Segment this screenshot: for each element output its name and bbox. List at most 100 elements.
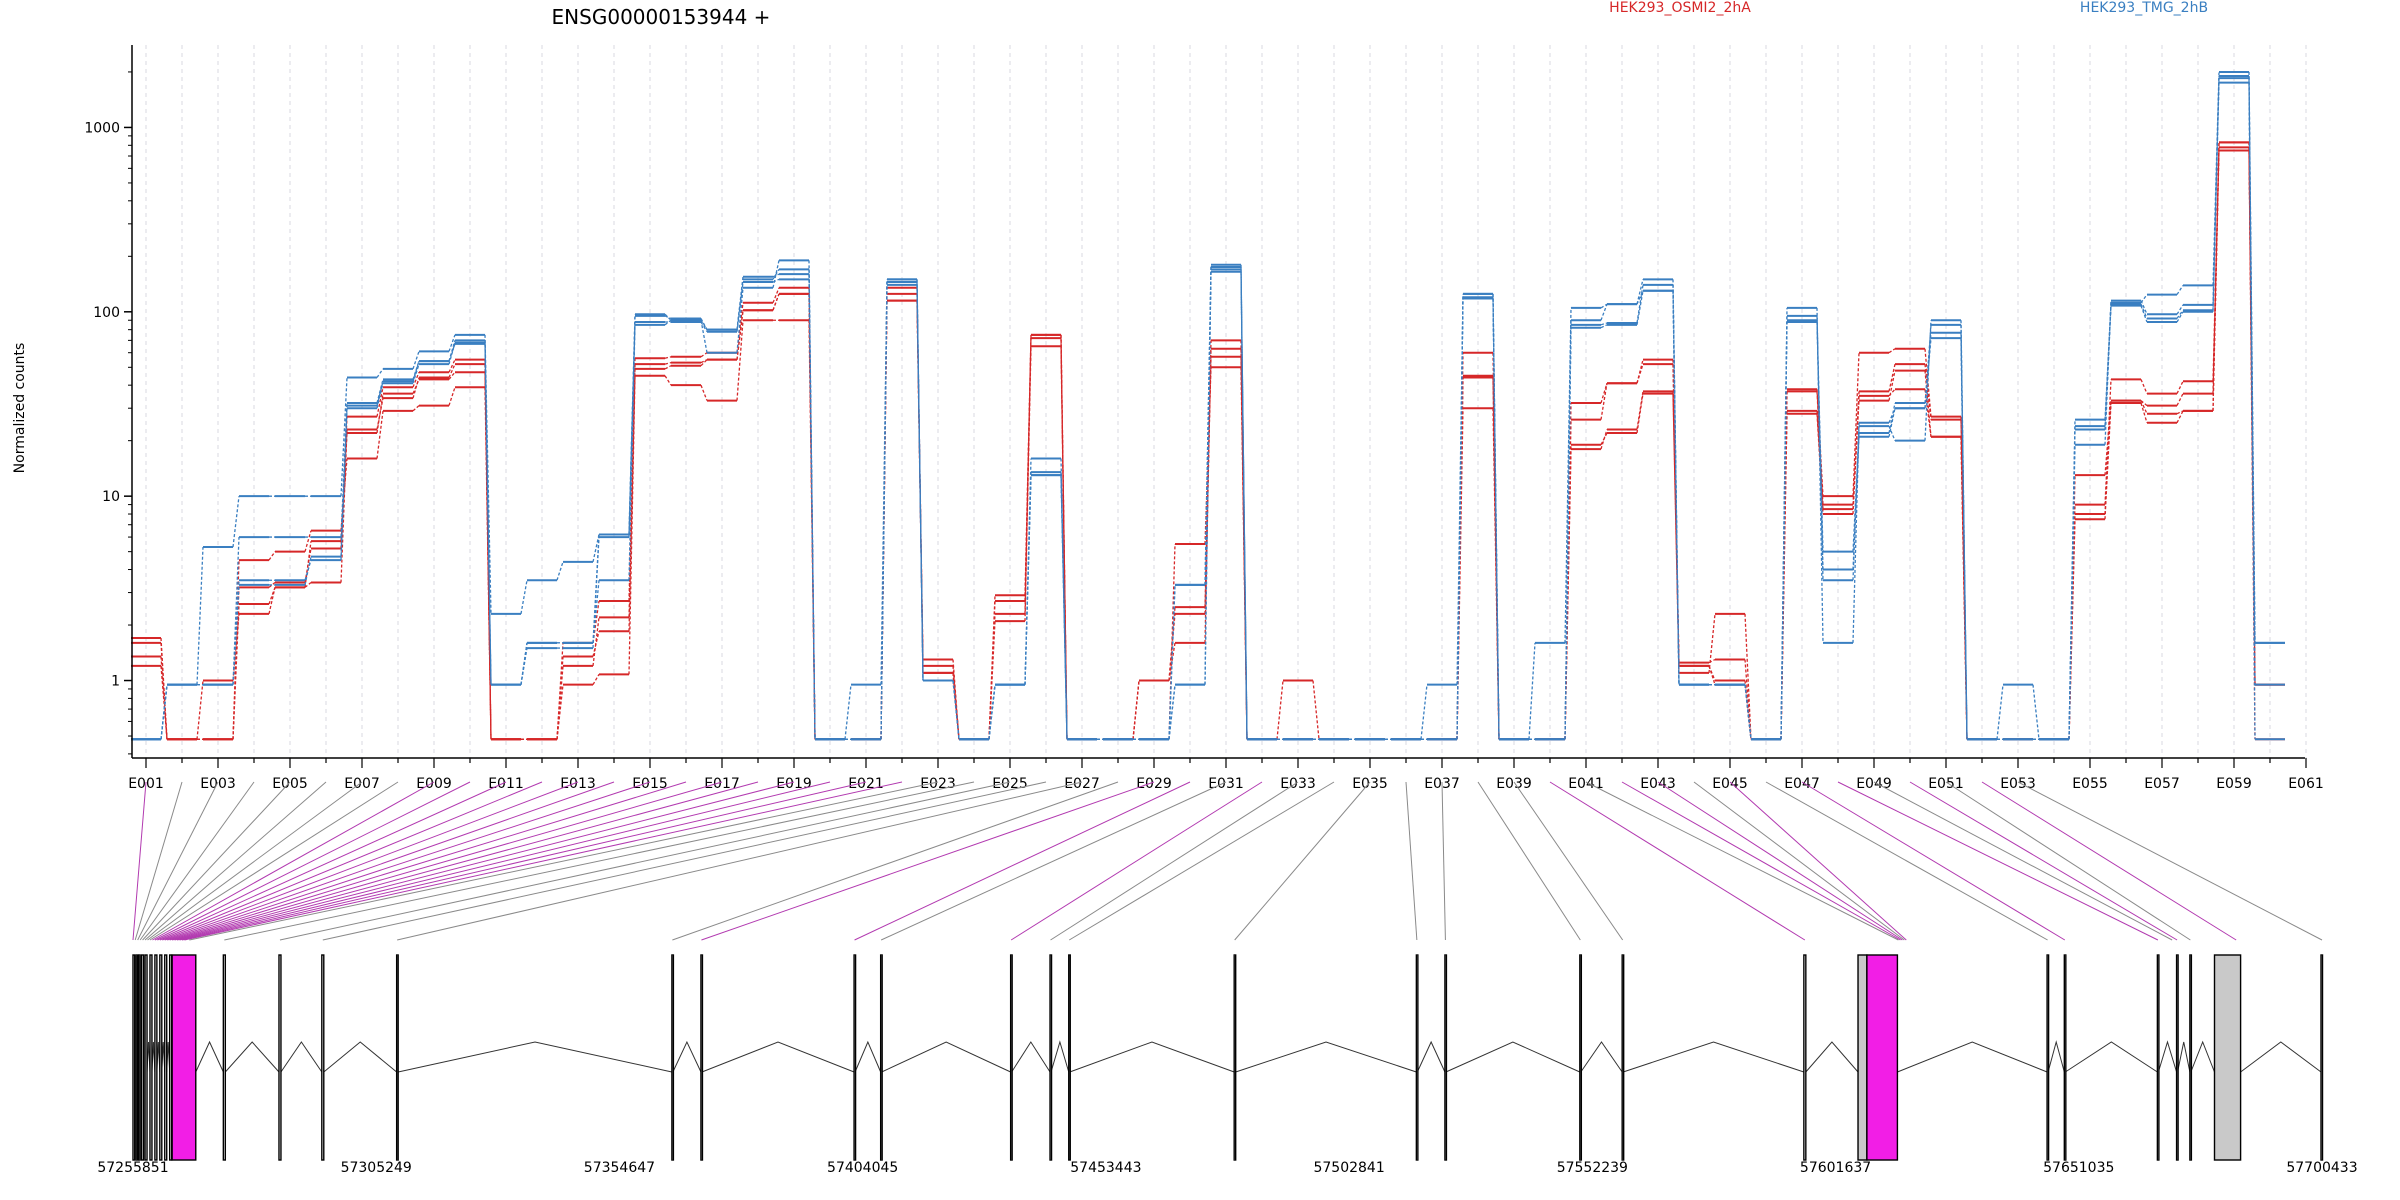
intron-chevron (1805, 1041, 1859, 1073)
series-connector (1708, 665, 1716, 685)
series-connector (1672, 391, 1680, 673)
exon-connector (1873, 781, 2173, 941)
genomic-coordinate-label: 57502841 (1313, 1160, 1384, 1176)
exon-connector (1010, 781, 1263, 941)
series-connector (1600, 303, 1608, 321)
gene-exon-box (1857, 954, 1868, 1161)
gene-exon-box (1009, 954, 1013, 1161)
series-connector (700, 384, 708, 401)
series-connector (1888, 348, 1896, 354)
gene-exon-box (222, 954, 227, 1161)
series-connector (1600, 322, 1608, 326)
series-connector (448, 342, 456, 365)
x-tick-label: E045 (1712, 776, 1748, 792)
series-connector (1960, 338, 1968, 740)
series-connector (1780, 413, 1788, 740)
exon-connector (1050, 781, 1299, 941)
series-connector (304, 559, 312, 581)
series-connector (988, 595, 996, 740)
x-tick-label: E057 (2144, 776, 2180, 792)
series-connector (592, 617, 600, 667)
series-connector (2248, 71, 2256, 643)
intron-chevron (1445, 1041, 1581, 1073)
intron-chevron (1235, 1041, 1417, 1073)
exon-connector (1909, 781, 2178, 941)
series-connector (448, 359, 456, 373)
y-tick-label: 10 (102, 489, 120, 505)
series-connector (592, 674, 600, 685)
series-connector (664, 356, 672, 359)
exon-connector (1621, 781, 1901, 941)
series-connector (2176, 285, 2184, 295)
series-connector (448, 334, 456, 352)
series-connector (484, 387, 492, 740)
series-connector (1204, 367, 1212, 545)
series-connector (1600, 432, 1608, 446)
exon-connector (397, 781, 1083, 941)
x-tick-label: E047 (1784, 776, 1820, 792)
series-connector (1888, 425, 1896, 441)
series-connector (1996, 684, 2004, 740)
series-connector (1672, 290, 1680, 685)
series-connector (1312, 680, 1320, 740)
gene-exon-box (1049, 954, 1053, 1161)
x-tick-label: E041 (1568, 776, 1604, 792)
legend-label-osmi: HEK293_OSMI2_2hA (1609, 0, 1751, 16)
exon-connector (1837, 781, 2159, 941)
x-tick-label: E013 (560, 776, 596, 792)
series-connector (1852, 352, 1860, 497)
gene-exon-box (137, 954, 141, 1161)
x-tick-label: E029 (1136, 776, 1172, 792)
exon-connector (2017, 781, 2323, 941)
gene-exon-box (140, 954, 145, 1161)
exon-connector (159, 781, 543, 941)
series-connector (340, 408, 348, 561)
series-connector (1564, 307, 1572, 643)
intron-chevron (701, 1041, 855, 1073)
series-connector (700, 359, 708, 367)
series-connector (844, 684, 852, 740)
series-connector (2140, 300, 2148, 315)
exon-connector (1585, 781, 1899, 941)
gene-exon-box (159, 954, 163, 1161)
gene-exon-box (171, 954, 197, 1161)
series-connector (988, 684, 996, 740)
gene-exon-box (1621, 954, 1625, 1161)
intron-chevron (2240, 1041, 2322, 1073)
series-connector (448, 363, 456, 378)
exon-connector (142, 781, 291, 941)
exon-connector (1945, 781, 2191, 941)
exon-connector (167, 781, 651, 941)
series-connector (304, 582, 312, 588)
series-connector (2104, 403, 2112, 520)
series-connector (196, 680, 204, 740)
series-connector (376, 410, 384, 459)
series-connector (1888, 388, 1896, 397)
series-connector (304, 530, 312, 552)
intron-chevron (1580, 1041, 1623, 1073)
x-tick-label: E011 (488, 776, 524, 792)
series-connector (1168, 584, 1176, 740)
gene-exon-box (395, 954, 399, 1161)
exon-connector (152, 781, 435, 941)
intron-chevron (1069, 1041, 1235, 1073)
series-connector (556, 656, 564, 740)
series-connector (2176, 393, 2184, 406)
x-tick-label: E015 (632, 776, 668, 792)
x-tick-label: E009 (416, 776, 452, 792)
series-connector (2176, 410, 2184, 415)
series-connector (772, 268, 780, 280)
exon-connector (1981, 781, 2237, 941)
series-connector (340, 432, 348, 542)
gene-exon-box (149, 954, 153, 1161)
intron-chevron (323, 1041, 397, 1073)
series-connector (2176, 304, 2184, 315)
series-connector (1708, 613, 1716, 673)
intron-chevron (2047, 1040, 2065, 1073)
series-connector (412, 372, 420, 388)
series-connector (2176, 311, 2184, 323)
series-connector (664, 313, 672, 321)
genomic-coordinate-label: 57453443 (1070, 1160, 1141, 1176)
series-connector (412, 405, 420, 412)
y-tick-label: 100 (93, 305, 120, 321)
